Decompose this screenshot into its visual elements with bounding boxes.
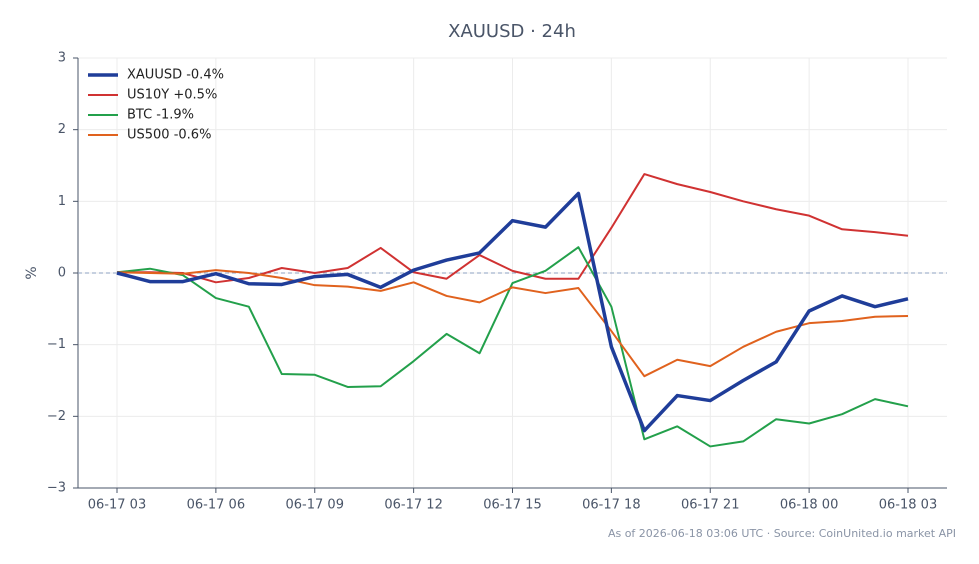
x-tick-label: 06-17 06	[187, 498, 245, 513]
y-tick-label: 0	[58, 266, 66, 281]
y-axis-label: %	[24, 266, 40, 279]
legend-label: US500 -0.6%	[127, 128, 211, 143]
x-tick-label: 06-17 21	[681, 498, 739, 513]
x-tick-label: 06-17 12	[384, 498, 442, 513]
y-tick-label: 3	[58, 51, 66, 66]
chart-title: XAUUSD · 24h	[448, 21, 576, 42]
x-tick-label: 06-17 03	[88, 498, 146, 513]
legend-label: XAUUSD -0.4%	[127, 68, 224, 83]
footer: As of 2026-06-18 03:06 UTC · Source: Coi…	[608, 527, 956, 540]
y-tick-label: −3	[47, 481, 66, 496]
y-tick-label: −2	[47, 409, 66, 424]
series-line	[116, 269, 909, 378]
x-tick-label: 06-17 18	[582, 498, 640, 513]
series-line	[116, 246, 909, 448]
series-line	[117, 173, 909, 284]
legend-label: BTC -1.9%	[127, 108, 194, 123]
x-tick-label: 06-17 09	[286, 498, 344, 513]
y-tick-label: 1	[58, 194, 66, 209]
x-tick-label: 06-18 00	[780, 498, 838, 513]
series-line	[116, 191, 909, 433]
legend-label: US10Y +0.5%	[127, 88, 217, 103]
x-tick-label: 06-17 15	[483, 498, 541, 513]
y-tick-label: 2	[58, 122, 66, 137]
y-tick-label: −1	[47, 337, 66, 352]
x-tick-label: 06-18 03	[879, 498, 937, 513]
